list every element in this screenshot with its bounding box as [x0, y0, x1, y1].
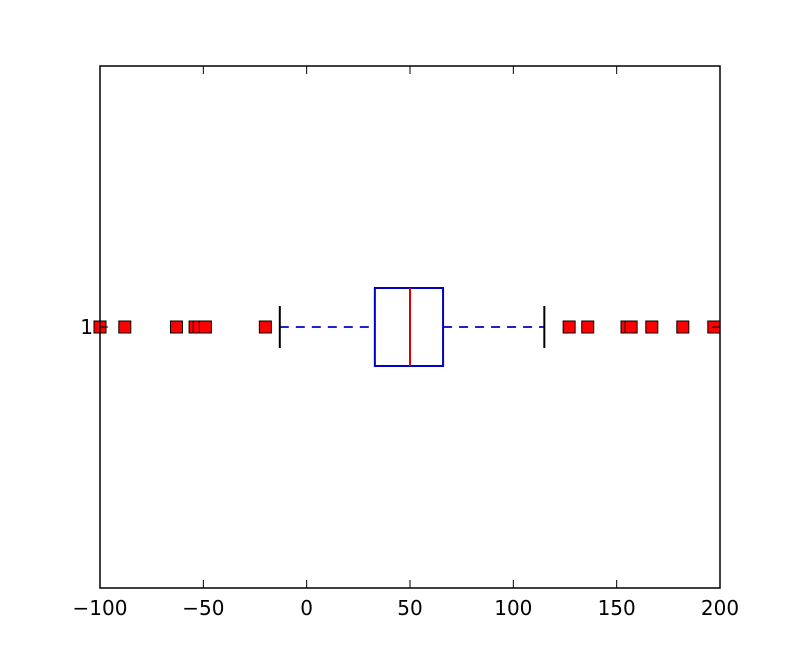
x-tick-label: 0 [300, 596, 313, 620]
outlier-point [581, 320, 595, 334]
outlier-point [258, 320, 272, 334]
outlier-point [169, 320, 183, 334]
x-tick-label: −100 [73, 596, 128, 620]
x-tick-label: 150 [598, 596, 636, 620]
outlier-point [118, 320, 132, 334]
outlier-point [198, 320, 212, 334]
outlier-point [624, 320, 638, 334]
iqr-box [373, 287, 445, 367]
outlier-point [562, 320, 576, 334]
x-tick-label: 200 [701, 596, 739, 620]
outlier-point [645, 320, 659, 334]
x-tick-label: −50 [182, 596, 224, 620]
outlier-point [676, 320, 690, 334]
axes-frame [99, 65, 721, 589]
plot-area [93, 287, 721, 367]
box-group-1 [93, 287, 721, 367]
x-tick-label: 100 [494, 596, 532, 620]
y-tick-label: 1 [80, 315, 93, 339]
axis-tick-labels: −100 −50 0 50 100 150 200 1 [73, 315, 740, 620]
x-tick-label: 50 [397, 596, 422, 620]
